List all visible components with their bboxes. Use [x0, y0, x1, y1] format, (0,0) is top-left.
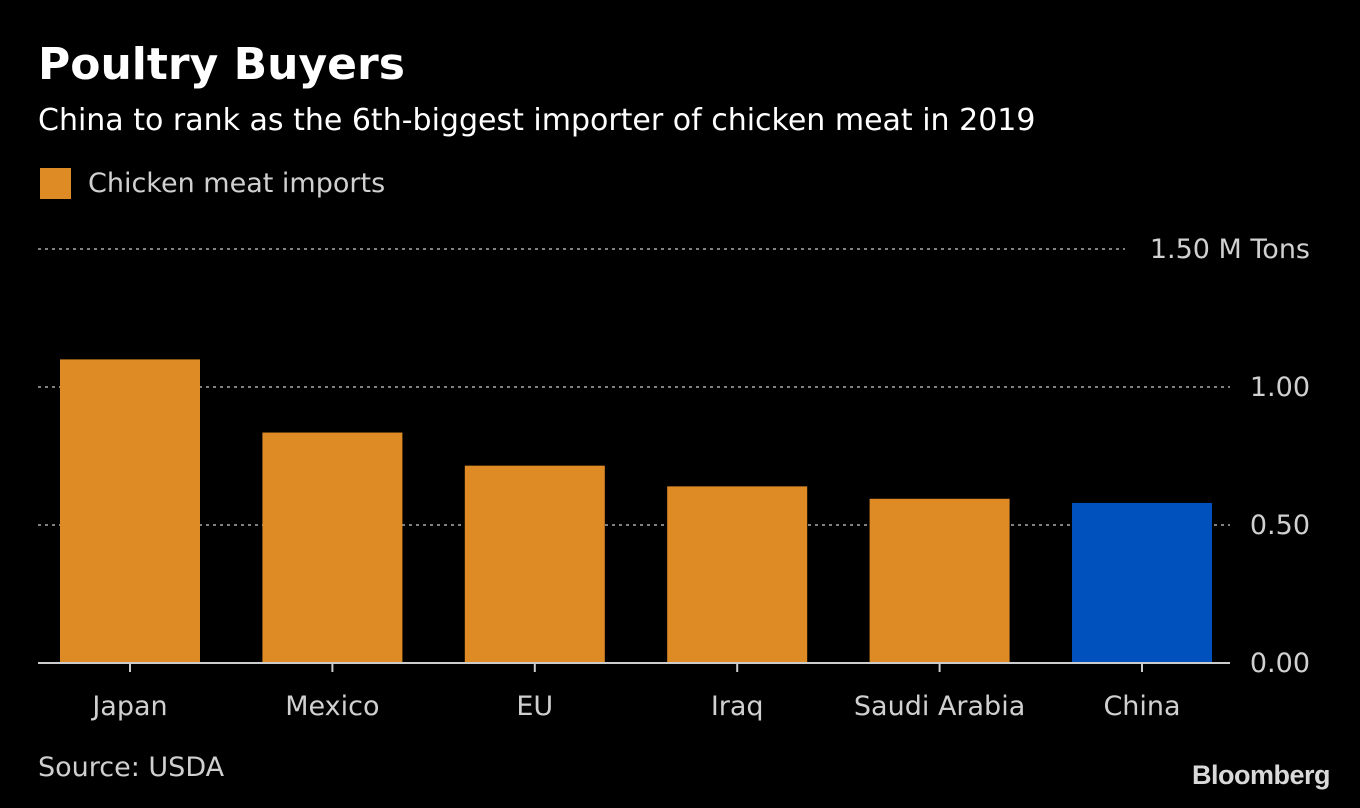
y-tick-label-3: 1.50 M Tons — [1150, 234, 1310, 265]
bars — [60, 359, 1212, 663]
bar-iraq — [667, 486, 808, 663]
gridlines — [38, 248, 1230, 526]
bloomberg-logo: Bloomberg — [1191, 760, 1331, 790]
x-tick-label-china: China — [1103, 691, 1180, 722]
bar-saudi-arabia — [869, 498, 1010, 663]
legend: Chicken meat imports — [40, 166, 385, 200]
x-tick-label-mexico: Mexico — [285, 691, 379, 722]
bar-japan — [60, 359, 200, 663]
source-note: Source: USDA — [38, 752, 225, 783]
y-tick-labels: 0.00 0.50 1.00 1.50 M Tons — [1150, 234, 1310, 679]
x-tick-labels: Japan Mexico EU Iraq Saudi Arabia China — [90, 691, 1180, 722]
x-axis — [38, 662, 1230, 672]
legend-label: Chicken meat imports — [88, 167, 386, 199]
y-tick-label-1: 0.50 — [1250, 510, 1310, 541]
chart-subtitle: China to rank as the 6th-biggest importe… — [38, 103, 1036, 138]
x-tick-label-eu: EU — [516, 691, 553, 722]
bar-eu — [464, 465, 605, 663]
chart-title: Poultry Buyers — [38, 39, 405, 90]
x-tick-label-saudi-arabia: Saudi Arabia — [854, 691, 1025, 722]
y-tick-label-2: 1.00 — [1250, 372, 1310, 403]
x-tick-label-iraq: Iraq — [711, 691, 764, 722]
bar-china — [1072, 502, 1212, 663]
y-tick-label-0: 0.00 — [1250, 648, 1310, 679]
bar-mexico — [262, 432, 403, 663]
x-tick-label-japan: Japan — [90, 691, 167, 722]
legend-swatch — [40, 167, 71, 199]
